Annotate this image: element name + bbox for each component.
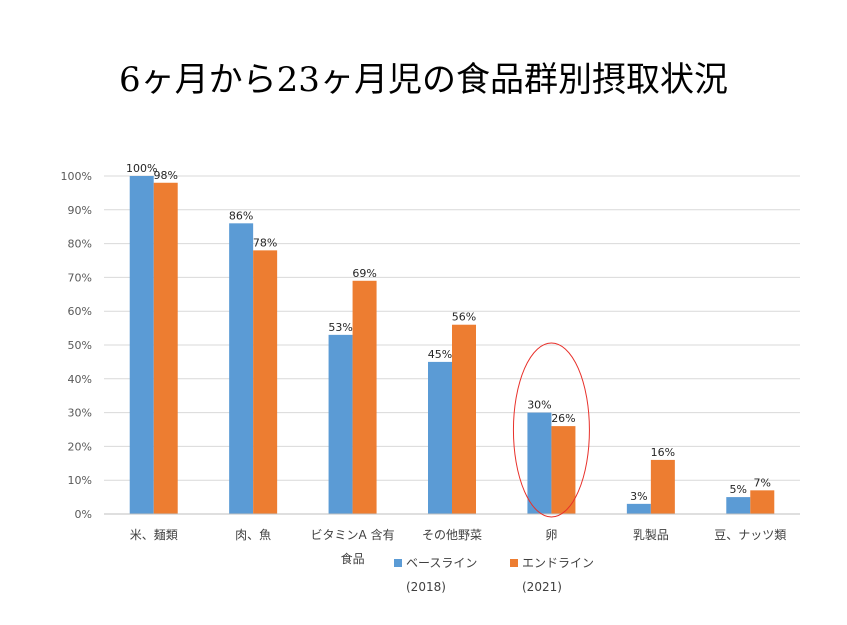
data-label: 3% bbox=[630, 490, 647, 503]
x-tick-label: 乳製品 bbox=[633, 528, 669, 542]
data-label: 100% bbox=[126, 162, 157, 175]
x-tick-label: その他野菜 bbox=[422, 528, 482, 542]
y-tick-label: 20% bbox=[68, 440, 92, 453]
bar bbox=[428, 361, 452, 514]
y-tick-label: 0% bbox=[75, 508, 92, 521]
y-tick-label: 50% bbox=[68, 339, 92, 352]
data-label: 53% bbox=[328, 321, 352, 334]
data-label: 86% bbox=[229, 209, 253, 222]
data-label: 45% bbox=[428, 348, 452, 361]
legend-swatch bbox=[510, 559, 518, 567]
bar bbox=[229, 223, 254, 514]
y-tick-label: 10% bbox=[68, 474, 92, 487]
data-label: 98% bbox=[153, 169, 177, 182]
bar bbox=[129, 176, 154, 514]
bar bbox=[328, 334, 353, 514]
data-label: 78% bbox=[253, 236, 277, 249]
bars bbox=[129, 176, 775, 515]
y-tick-label: 90% bbox=[68, 204, 92, 217]
x-tick-label: 豆、ナッツ類 bbox=[714, 528, 786, 542]
chart-title: 6ヶ月から23ヶ月児の食品群別摂取状況 bbox=[119, 60, 728, 100]
x-tick-label: ビタミンA 含有 bbox=[311, 527, 395, 542]
y-tick-label: 80% bbox=[68, 238, 92, 251]
legend-label: ベースライン bbox=[406, 556, 477, 570]
bar bbox=[153, 182, 178, 514]
data-label: 7% bbox=[754, 476, 771, 489]
bar bbox=[626, 503, 651, 514]
bar bbox=[650, 459, 675, 514]
legend-label-line2: (2018) bbox=[406, 580, 446, 594]
data-label: 16% bbox=[651, 446, 675, 459]
axes: 0% 10% 20% 30% 40% 50% 60% 70% 80% 90% 100% 米、麺類 肉、魚… bbox=[61, 170, 800, 566]
legend-label-line2: (2021) bbox=[522, 580, 562, 594]
x-tick-label: 卵 bbox=[545, 528, 557, 542]
data-label: 26% bbox=[551, 412, 575, 425]
highlight bbox=[512, 342, 590, 518]
data-labels: 100%98% 86% 78% 53% 69% 45% 56% 30%26% 3% 16% 5% 7% bbox=[126, 162, 771, 503]
data-label: 5% bbox=[730, 483, 747, 496]
bar bbox=[452, 324, 476, 514]
x-tick-label: 肉、魚 bbox=[235, 528, 271, 542]
legend: ベースライン (2018) エンドライン (2021) bbox=[394, 556, 594, 594]
bar bbox=[726, 497, 751, 514]
bar bbox=[527, 412, 552, 514]
bar bbox=[750, 490, 775, 514]
y-tick-label: 70% bbox=[68, 271, 92, 284]
data-label: 56% bbox=[452, 311, 476, 324]
bar bbox=[253, 250, 278, 515]
legend-swatch bbox=[394, 559, 402, 567]
data-label: 69% bbox=[352, 267, 376, 280]
bar bbox=[352, 280, 377, 514]
x-tick-label-line2: 食品 bbox=[341, 551, 365, 566]
y-tick-label: 60% bbox=[68, 305, 92, 318]
data-label: 30% bbox=[527, 399, 551, 412]
highlight-ellipse bbox=[512, 342, 590, 518]
bar bbox=[551, 426, 576, 514]
y-tick-label: 30% bbox=[68, 407, 92, 420]
legend-label: エンドライン bbox=[522, 556, 594, 570]
x-tick-label: 米、麺類 bbox=[130, 528, 178, 542]
y-tick-label: 100% bbox=[61, 170, 92, 183]
y-tick-label: 40% bbox=[68, 373, 92, 386]
